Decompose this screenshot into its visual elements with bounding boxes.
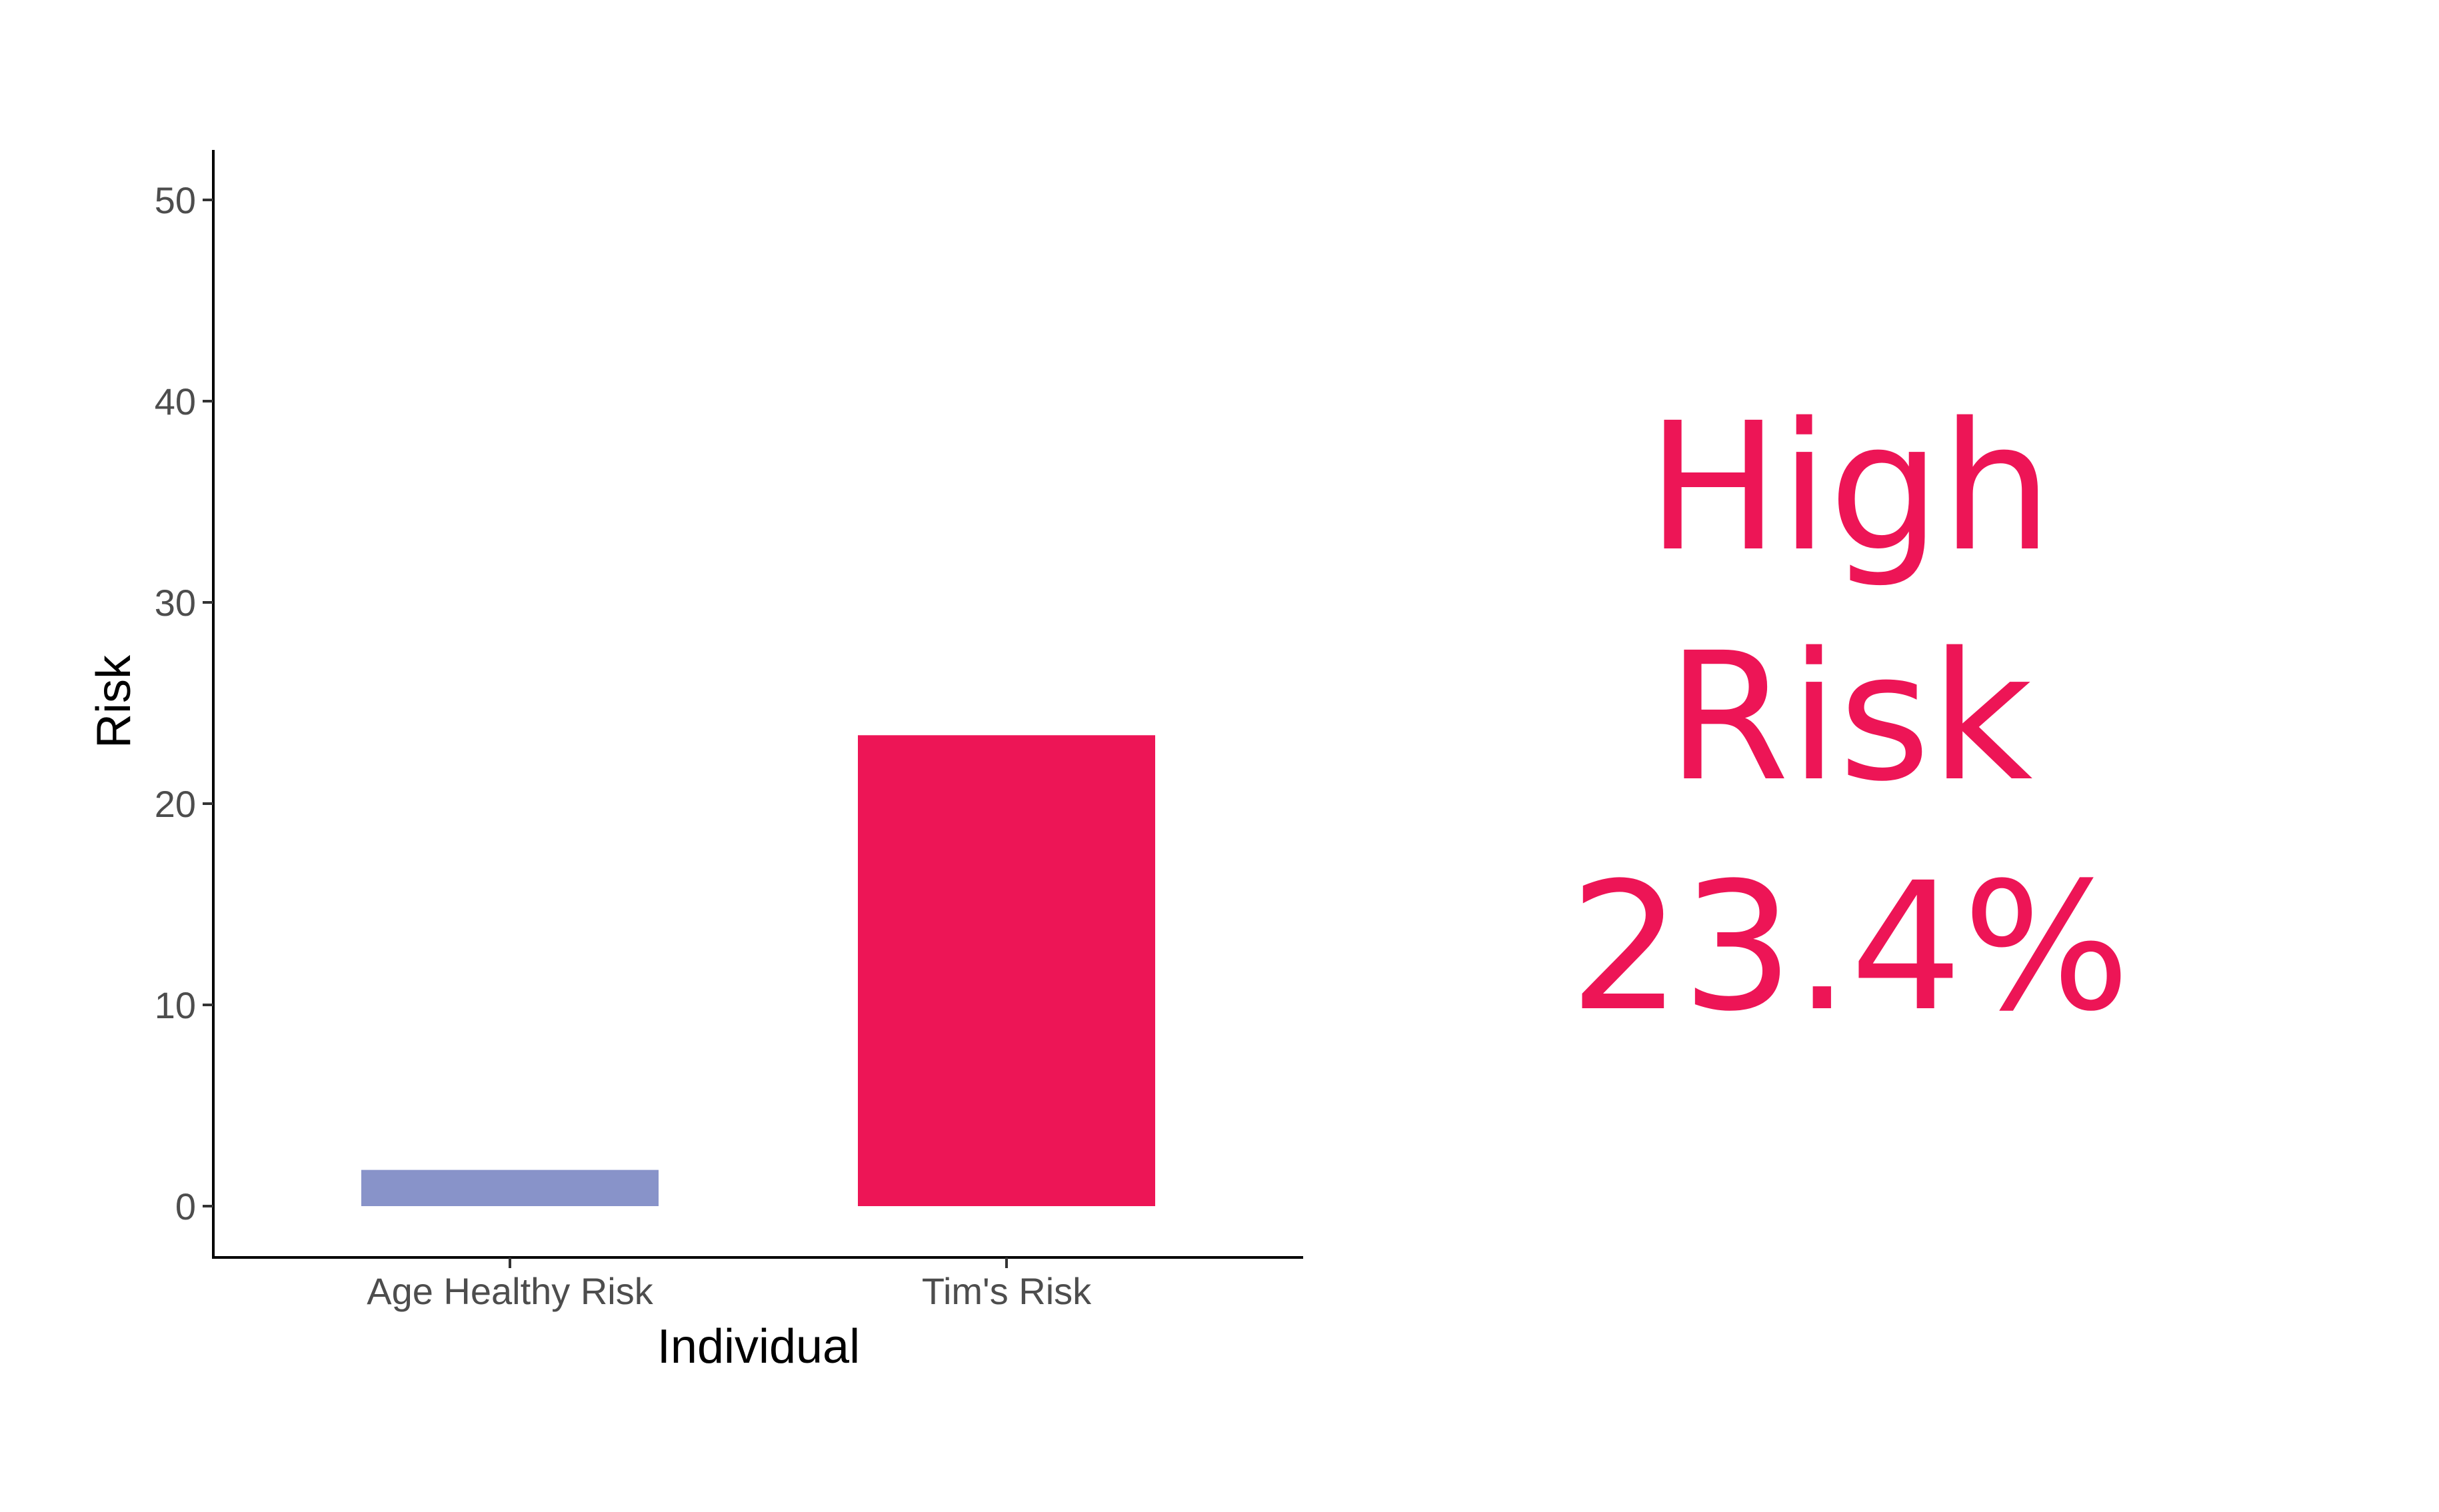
risk-headline: High Risk 23.4% [1400, 373, 2300, 1063]
bar-tim-s-risk [858, 735, 1155, 1206]
risk-level-word-2: Risk [1666, 615, 2033, 820]
x-axis-title: Individual [657, 1320, 860, 1373]
x-tick-label-tim-s-risk: Tim's Risk [922, 1270, 1092, 1312]
y-tick-label-10: 10 [155, 984, 196, 1026]
risk-percentage: 23.4% [1569, 845, 2130, 1050]
y-axis-title: Risk [87, 654, 141, 748]
risk-level-word-1: High [1646, 385, 2053, 590]
y-tick-label-40: 40 [155, 380, 196, 422]
y-tick-label-30: 30 [155, 582, 196, 624]
y-tick-label-0: 0 [175, 1185, 196, 1227]
bar-age-healthy-risk [361, 1169, 659, 1206]
y-tick-label-50: 50 [155, 179, 196, 221]
x-tick-label-age-healthy-risk: Age Healthy Risk [367, 1270, 654, 1312]
risk-bar-chart: 0 10 20 30 40 50 Age Healthy Risk Tim's Risk Ind… [87, 150, 1303, 1373]
y-tick-label-20: 20 [155, 783, 196, 825]
